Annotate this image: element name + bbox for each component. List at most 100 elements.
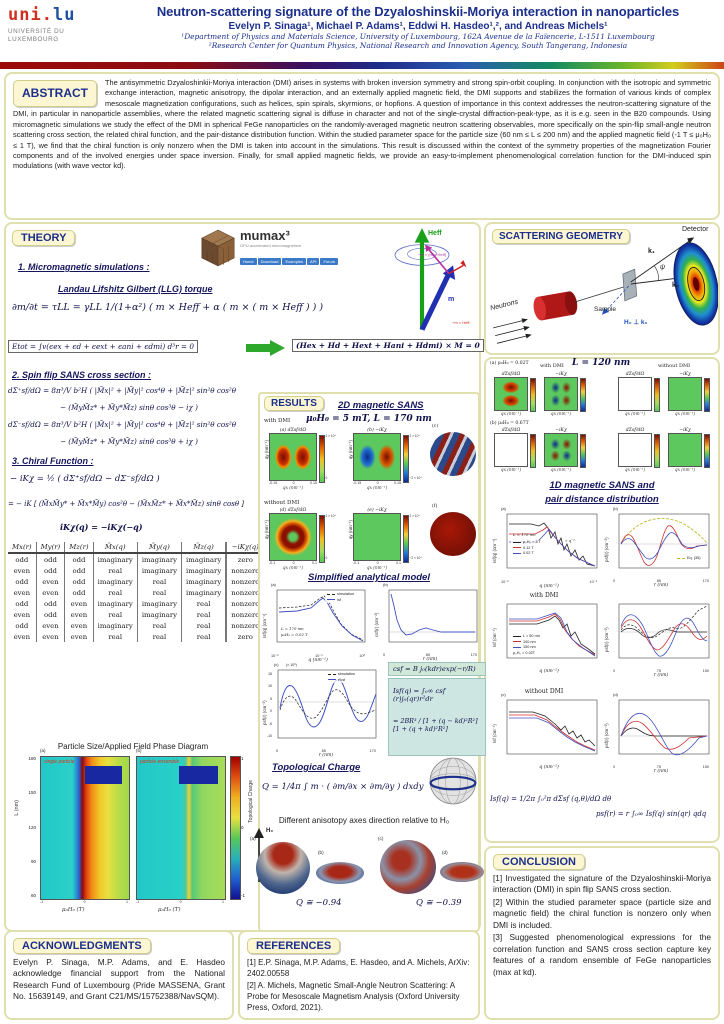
mini-panel-sigma-wodmi-b: dΣsf/dΩ qx (nm⁻¹) <box>618 428 660 472</box>
affiliation-2: ²Research Center for Quantum Physics, Na… <box>208 41 628 50</box>
k1-label: k₁ <box>648 248 655 255</box>
plot-curves <box>618 699 710 756</box>
mini-panel-chi-wdmi-b: −iKχ qx (nm⁻¹) <box>544 428 586 472</box>
scattering-geometry-label: SCATTERING GEOMETRY <box>492 229 630 244</box>
sans-2d-panel <box>618 433 652 467</box>
field-condition-5mt: μ₀H₀ = 5 mT, L = 170 nm <box>306 414 432 424</box>
conclusion-item-3: [3] Suggested phenomenological expressio… <box>493 932 711 977</box>
phase-a-xlabel: μ₀H₀ (T) <box>62 907 85 913</box>
colorbar <box>579 378 586 412</box>
plot-curves <box>506 513 598 569</box>
acknowledgments-label: ACKNOWLEDGMENTS <box>13 938 151 954</box>
colorbar <box>653 434 660 468</box>
plot-letter: (d) <box>613 692 618 697</box>
colorbar <box>529 434 536 468</box>
m-vector-label: m <box>448 296 455 303</box>
row-b-condition: (b) μ₀H₀ = 0.67T <box>490 421 529 426</box>
aniso-particle-d <box>440 862 484 882</box>
symmetry-table: Mx(r) My(r) Mz(r) M̃x(q) M̃y(q) M̃z(q) −… <box>8 542 264 642</box>
plot-curves <box>277 669 377 739</box>
phase-ylabel: L (nm) <box>14 800 20 816</box>
plot-sam-isf: Isf(q) (cm⁻¹) (a) simulation Isf L = 170… <box>262 582 366 663</box>
simplified-model-heading: Simplified analytical model <box>308 572 430 583</box>
abstract-text: The antisymmetric Dzyaloshinkii-Moriya i… <box>13 78 711 171</box>
acknowledgments-box: ACKNOWLEDGMENTS Evelyn P. Sinaga, M.P. A… <box>4 930 234 1020</box>
header-block: Neutron-scattering signature of the Dzya… <box>118 4 718 50</box>
sf-minus-eq-line1: dΣ⁻sf/dΩ = 8π³/V b²H ( |M̃x|² + |M̃y|² c… <box>8 420 237 429</box>
colorbar-labels: 2 × 10⁴ −2 × 10⁴ <box>409 514 422 561</box>
colorbar-labels: 2 × 10⁴ 0 <box>325 434 336 481</box>
chiral-eq-3: iKχ(q) = −iKχ(−q) <box>60 522 143 532</box>
logo-dot: . <box>41 5 53 25</box>
colorbar <box>703 378 710 412</box>
plot-legend: Eq. (35) <box>675 556 703 562</box>
without-dmi-label: without DMI <box>658 363 691 369</box>
chiral-eq-2: = − iK [ (M̃xM̃y* + M̃x*M̃y) cos²θ − (M̃… <box>8 500 244 508</box>
llg-title: Landau Lifshitz Gilbert (LLG) torque <box>58 284 213 294</box>
mini-panel-sigma-wodmi-a: dΣsf/dΩ qx (nm⁻¹) <box>618 372 660 416</box>
sf-minus-eq-line2: − (M̃yM̃z* + M̃y*M̃z) sinθ cos³θ + iχ ) <box>60 437 198 446</box>
plot-scale: (× 10⁵) <box>285 663 297 667</box>
plot-yticks: 15 10 5 0 -5 -10 <box>267 672 272 738</box>
plot-1d-psf: psf(r) (cm⁻²) (b) Eq. (35) 0 85 170 r (nm) <box>604 506 713 588</box>
azimuthal-average-equation: Isf(q) = 1/2π ∫₀²π dΣsf (q,θ)/dΩ dθ <box>490 795 612 803</box>
logo-uni: uni <box>8 5 42 25</box>
logo-subtitle: UNIVERSITÉ DU LUXEMBOURG <box>8 28 114 44</box>
conclusion-label: CONCLUSION <box>493 854 585 870</box>
results-label: RESULTS <box>264 396 324 411</box>
without-dmi-label: without DMI <box>264 500 300 506</box>
without-dmi-plots-title: without DMI <box>524 688 564 695</box>
phase-colorbar <box>230 756 241 900</box>
plot-curves <box>388 589 478 643</box>
topological-charge-heading: Topological Charge <box>272 762 361 773</box>
phase-b-xticks: -1 0 1 <box>136 900 224 904</box>
phase-blue-region <box>179 765 218 784</box>
table-row: even odd even real imaginary real nonzero <box>8 609 264 620</box>
colorbar <box>579 434 586 468</box>
row-a-condition: (a) μ₀H₀ = 0.02T <box>490 361 529 366</box>
sample-label: Sample <box>594 306 617 313</box>
sans-2d-panel <box>353 433 401 481</box>
mini-panel-chi-wdmi-a: −iKχ qx (nm⁻¹) <box>544 372 586 416</box>
torque1-label: −m × (m × Heff) <box>418 252 447 257</box>
mumax-menu: Home Download Examples API Forum <box>240 250 339 268</box>
affiliation-1: ¹Department of Physics and Materials Sci… <box>181 32 655 41</box>
mini-panel-sigma-wdmi-a: dΣsf/dΩ qx (nm⁻¹) <box>494 372 536 416</box>
sf-plus-eq-line1: dΣ⁺sf/dΩ = 8π³/V b²H ( |M̃x|² + |M̃y|² c… <box>8 386 237 395</box>
plot-curves <box>506 699 598 755</box>
plot-withoutdmi-isf: Isf (cm⁻¹) (c) q (nm⁻¹) <box>492 692 601 770</box>
panel-c-letter: (c) <box>432 424 439 429</box>
anisotropy-heading: Different anisotopy axes direction relat… <box>278 816 450 825</box>
col-chi: −iKχ(q) <box>225 542 264 554</box>
particle-3d-with-dmi <box>430 432 476 476</box>
sphere-mesh-figure <box>429 757 477 805</box>
phase-yticks: 180 150 120 90 60 <box>28 756 36 898</box>
plot-curves <box>618 513 710 569</box>
scattering-geometry-figure <box>493 237 718 344</box>
green-arrow-icon <box>246 340 285 356</box>
col-mz: Mz(r) <box>64 542 94 554</box>
particle-ensemble-label: particle ensemble <box>140 759 180 765</box>
colorbar <box>703 434 710 468</box>
results-box <box>258 392 480 932</box>
aniso-particle-a <box>256 842 310 894</box>
phase-colorbar-ticks: 1 0 -1 <box>241 756 246 898</box>
phase-a-xticks: -1 0 1 <box>40 900 128 904</box>
scattering-geometry-box: SCATTERING GEOMETRY <box>484 222 720 355</box>
table-row: odd even even imaginary real real nonzero <box>8 620 264 631</box>
table-row: even even even real real real zero <box>8 631 264 642</box>
mumax-menu-item: API <box>307 258 320 265</box>
plot-curves <box>506 603 598 659</box>
q-value-1: Q ≅ −0.94 <box>296 898 342 908</box>
symmetry-table-header: Mx(r) My(r) Mz(r) M̃x(q) M̃y(q) M̃z(q) −… <box>8 542 264 554</box>
plot-sam-csf: csf(r) (cm⁻²) (b) 0 85 170 r (nm) <box>374 582 481 662</box>
mumax-logo-block: mumax³ GPU-accelerated micromagnetism Ho… <box>200 228 350 268</box>
plot-letter: (a) <box>271 582 276 587</box>
phase-blue-region <box>85 765 122 784</box>
col-myq: M̃y(q) <box>136 542 182 554</box>
sans-2d-panel <box>544 377 578 411</box>
plot-1d-isf: Isf(q) (cm⁻¹) (a) μ₀H₀ = 3 T 0.12 T 0.02… <box>492 506 601 589</box>
colorbar-labels: 2 × 10⁴ 0 <box>325 514 336 561</box>
sans-2d-panel <box>618 377 652 411</box>
phase-panel-particle-ensemble: particle ensemble <box>136 756 226 900</box>
